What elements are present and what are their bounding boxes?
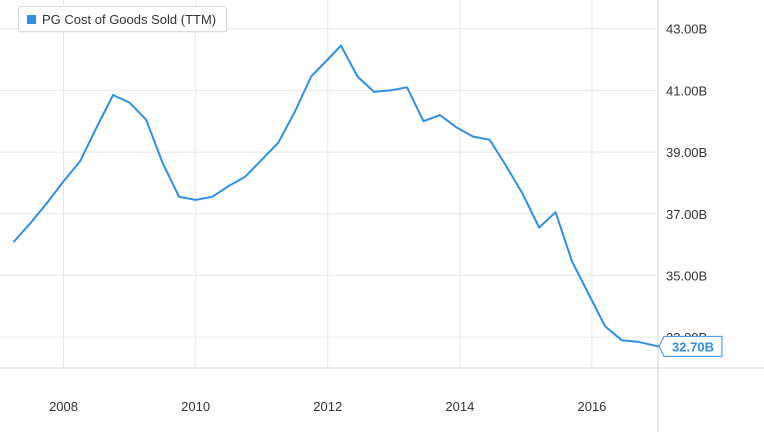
last-value-box xyxy=(658,335,723,357)
legend[interactable]: PG Cost of Goods Sold (TTM) xyxy=(18,6,228,32)
last-value-label: 32.70B xyxy=(672,339,714,354)
x-tick-label-1: 2010 xyxy=(181,399,210,414)
last-value-marker: 32.70B xyxy=(658,335,723,357)
y-tick-label-3: 39.00B xyxy=(666,145,707,160)
x-tick-labels: 2008 2010 2012 2014 2016 xyxy=(49,399,606,414)
series-group xyxy=(13,44,659,348)
x-tick-label-4: 2016 xyxy=(577,399,606,414)
x-tick-label-0: 2008 xyxy=(49,399,78,414)
y-tick-label-1: 35.00B xyxy=(666,268,707,283)
series-line-0 xyxy=(13,44,659,348)
y-tick-label-4: 41.00B xyxy=(666,83,707,98)
y-tick-label-2: 37.00B xyxy=(666,207,707,222)
x-tick-label-2: 2012 xyxy=(313,399,342,414)
x-tick-label-3: 2014 xyxy=(445,399,474,414)
legend-swatch-icon xyxy=(27,14,36,24)
legend-label: PG Cost of Goods Sold (TTM) xyxy=(42,11,217,27)
y-tick-label-5: 43.00B xyxy=(666,22,707,37)
